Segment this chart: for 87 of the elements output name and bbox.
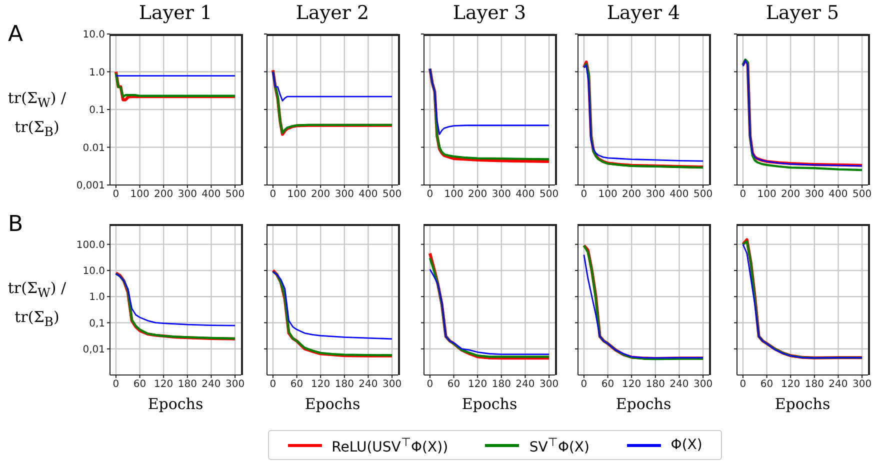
x-tick-label: 500 — [226, 189, 245, 200]
x-tick-label: 240 — [828, 379, 848, 390]
y-tick-label: 1.0 — [89, 292, 105, 304]
x-axis-title: Epochs — [614, 395, 672, 413]
legend-label: ReLU(USV$^{⊤}$Φ(X)) — [332, 434, 448, 456]
x-tick-label: 240 — [516, 379, 535, 390]
x-tick-label: 200 — [154, 189, 174, 200]
x-tick-label: 0 — [426, 189, 434, 200]
x-tick-label: 300 — [694, 379, 713, 390]
x-tick-label: 300 — [492, 189, 511, 200]
x-tick-label: 500 — [540, 189, 559, 200]
x-tick-label: 500 — [382, 189, 402, 200]
x-tick-label: 240 — [670, 379, 689, 390]
x-tick-label: 60 — [601, 379, 614, 390]
x-tick-label: 100 — [287, 189, 306, 200]
y-tick-label: 0,1 — [89, 318, 105, 330]
x-tick-label: 0 — [270, 379, 276, 390]
x-tick-label: 400 — [670, 189, 689, 200]
x-tick-label: 180 — [804, 379, 824, 390]
x-tick-label: 500 — [694, 189, 713, 200]
x-tick-label: 300 — [382, 379, 402, 390]
chart-title: Layer 2 — [294, 2, 370, 24]
x-tick-label: 300 — [646, 189, 665, 200]
x-tick-label: 180 — [178, 379, 197, 390]
y-axis-title: tr(Σ$_{W}$) / tr(Σ$_{B}$) — [6, 88, 68, 140]
x-tick-label: 400 — [828, 189, 848, 200]
text: B — [8, 212, 24, 237]
x-tick-label: 200 — [468, 189, 488, 200]
x-tick-label: 180 — [334, 379, 354, 390]
x-tick-label: 300 — [334, 189, 354, 200]
chart-title: Layer 5 — [764, 2, 840, 24]
legend-label: Φ(X) — [670, 437, 702, 453]
x-tick-label: 0 — [112, 189, 120, 200]
x-tick-label: 300 — [540, 379, 559, 390]
y-tick-label: 0,01 — [82, 344, 105, 356]
x-tick-label: 180 — [492, 379, 511, 390]
x-tick-label: 120 — [622, 379, 642, 390]
x-tick-label: 100 — [130, 189, 150, 200]
x-tick-label: 0 — [112, 379, 120, 390]
x-tick-label: 0 — [580, 189, 588, 200]
x-tick-label: 0 — [740, 189, 746, 200]
x-tick-label: 240 — [358, 379, 378, 390]
y-tick-label: 0.1 — [89, 105, 105, 116]
y-tick-label: 10.0 — [82, 266, 105, 278]
x-tick-label: 100 — [598, 189, 618, 200]
x-tick-label: 200 — [781, 189, 800, 200]
chart-title: Layer 3 — [452, 2, 528, 24]
x-axis-title: Epochs — [304, 395, 362, 413]
x-tick-label: 0 — [740, 379, 746, 390]
x-tick-label: 100 — [444, 189, 464, 200]
x-tick-label: 400 — [516, 189, 535, 200]
text: A — [8, 22, 24, 47]
x-tick-label: 0 — [270, 189, 276, 200]
legend-label: SV$^{⊤}$Φ(X) — [529, 434, 590, 456]
x-tick-label: 120 — [781, 379, 800, 390]
x-tick-label: 300 — [804, 189, 824, 200]
x-tick-label: 120 — [154, 379, 174, 390]
x-tick-label: 0 — [580, 379, 588, 390]
y-tick-label: 0,001 — [76, 180, 105, 192]
x-tick-label: 180 — [646, 379, 665, 390]
x-tick-label: 500 — [852, 189, 872, 200]
x-tick-label: 120 — [468, 379, 488, 390]
x-tick-label: 100 — [757, 189, 776, 200]
x-tick-label: 200 — [622, 189, 642, 200]
y-tick-label: 0.01 — [82, 142, 105, 154]
x-tick-label: 400 — [358, 189, 378, 200]
x-axis-title: Epochs — [460, 395, 518, 413]
chart-title: Layer 4 — [606, 2, 682, 24]
chart-title: Layer 1 — [138, 2, 214, 24]
x-axis-title: Epochs — [146, 395, 204, 413]
x-tick-label: 60 — [447, 379, 460, 390]
x-tick-label: 400 — [202, 189, 221, 200]
x-tick-label: 300 — [226, 379, 245, 390]
y-tick-label: 100.0 — [76, 240, 105, 251]
x-tick-label: 60 — [760, 379, 774, 390]
y-tick-label: 10.0 — [82, 30, 105, 41]
y-axis-title: tr(Σ$_{W}$) / tr(Σ$_{B}$) — [6, 278, 68, 330]
x-tick-label: 240 — [202, 379, 221, 390]
x-tick-label: 200 — [311, 189, 330, 200]
x-axis-title: Epochs — [774, 395, 832, 413]
x-tick-label: 60 — [133, 379, 146, 390]
x-tick-label: 120 — [311, 379, 330, 390]
x-tick-label: 300 — [178, 189, 197, 200]
x-tick-label: 300 — [852, 379, 872, 390]
x-tick-label: 0 — [426, 379, 434, 390]
y-tick-label: 1.0 — [89, 67, 105, 78]
x-tick-label: 60 — [290, 379, 304, 390]
